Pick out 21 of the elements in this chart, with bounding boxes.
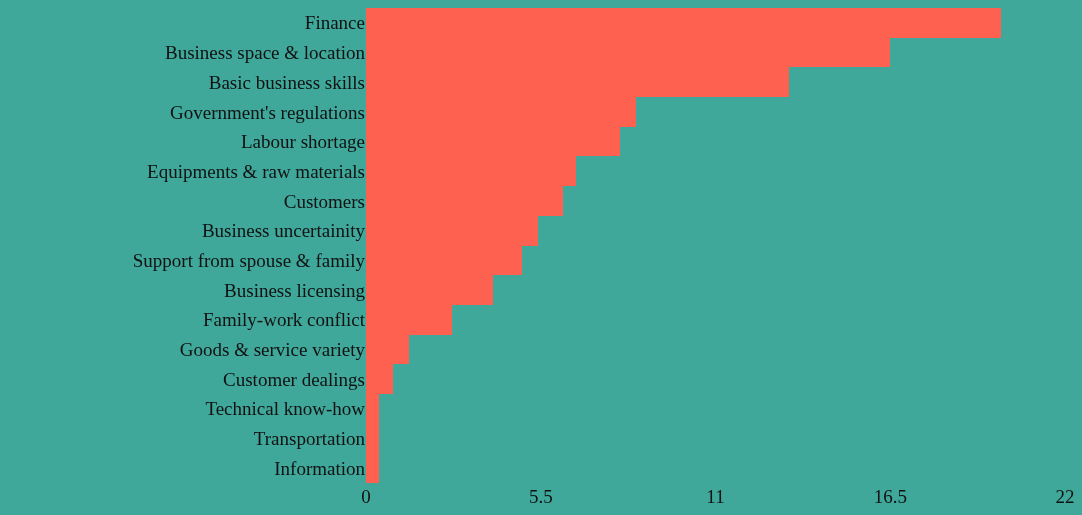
y-tick-label: Support from spouse & family <box>132 249 366 271</box>
y-tick-label: Business space & location <box>165 42 366 64</box>
x-tick-label: 0 <box>361 486 371 507</box>
x-tick-label: 22 <box>1055 486 1075 507</box>
y-tick-label: Transportation <box>253 428 366 450</box>
x-tick-label: 5.5 <box>528 486 553 507</box>
y-tick-label: Family-work conflict <box>203 309 366 331</box>
y-tick-label: Business licensing <box>224 279 366 301</box>
x-tick-label: 11 <box>706 486 725 507</box>
y-tick-label: Information <box>274 457 366 479</box>
y-tick-label: Government's regulations <box>170 101 365 123</box>
y-tick-label: Labour shortage <box>241 131 365 153</box>
y-tick-label: Goods & service variety <box>179 339 366 361</box>
y-tick-label: Technical know-how <box>205 398 366 420</box>
y-tick-label: Finance <box>304 12 365 34</box>
y-tick-label: Equipments & raw materials <box>147 160 365 182</box>
y-tick-label: Customers <box>283 190 365 212</box>
y-tick-label: Business uncertainity <box>201 220 366 242</box>
y-tick-label: Customer dealings <box>223 368 365 390</box>
y-tick-label: Basic business skills <box>208 71 365 93</box>
x-tick-label: 16.5 <box>873 486 907 507</box>
